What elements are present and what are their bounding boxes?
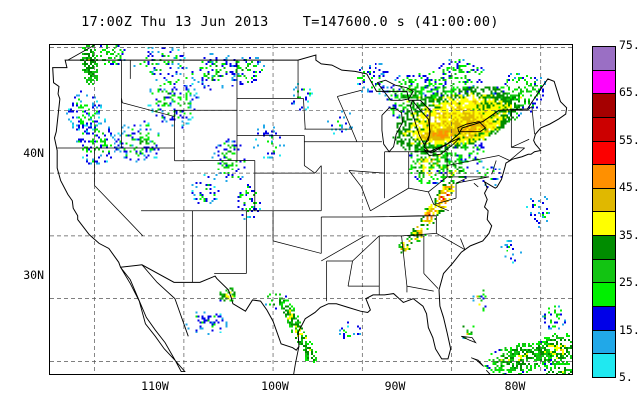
colorbar-band-30-35	[593, 236, 615, 260]
colorbar-band-70-75	[593, 47, 615, 71]
plot-title: 17:00Z Thu 13 Jun 2013 T=147600.0 s (41:…	[81, 14, 499, 30]
colorbar[interactable]: 75. 65. 55. 45. 35. 25. 15. 5.	[592, 39, 640, 383]
colorbar-band-15-20	[593, 307, 615, 331]
colorbar-band-65-70	[593, 70, 615, 95]
colorbar-tick-35: 35.	[619, 227, 640, 242]
map-panel[interactable]	[49, 44, 573, 375]
colorbar-band-20-25	[593, 283, 615, 308]
colorbar-swatches	[592, 46, 616, 378]
lat-tick-30N: 30N	[23, 268, 44, 282]
colorbar-band-40-45	[593, 188, 615, 213]
colorbar-band-5-10	[593, 354, 615, 377]
colorbar-tick-45: 45.	[619, 180, 640, 195]
lon-tick-90W: 90W	[384, 379, 406, 393]
lon-tick-100W: 100W	[261, 379, 289, 393]
lat-tick-40N: 40N	[23, 146, 44, 160]
colorbar-tick-75: 75.	[619, 38, 640, 52]
reflectivity-field-canvas	[50, 45, 572, 374]
lon-tick-80W: 80W	[504, 379, 526, 393]
colorbar-tick-15: 15.	[619, 322, 640, 337]
colorbar-tick-5: 5.	[619, 370, 633, 384]
colorbar-tick-55: 55.	[619, 132, 640, 147]
colorbar-band-35-40	[593, 212, 615, 237]
colorbar-tick-25: 25.	[619, 275, 640, 290]
colorbar-band-55-60	[593, 117, 615, 142]
colorbar-band-10-15	[593, 330, 615, 355]
colorbar-band-50-55	[593, 141, 615, 166]
colorbar-tick-65: 65.	[619, 85, 640, 100]
colorbar-band-45-50	[593, 165, 615, 189]
lon-tick-110W: 110W	[141, 379, 169, 393]
colorbar-band-25-30	[593, 259, 615, 284]
colorbar-band-60-65	[593, 94, 615, 118]
